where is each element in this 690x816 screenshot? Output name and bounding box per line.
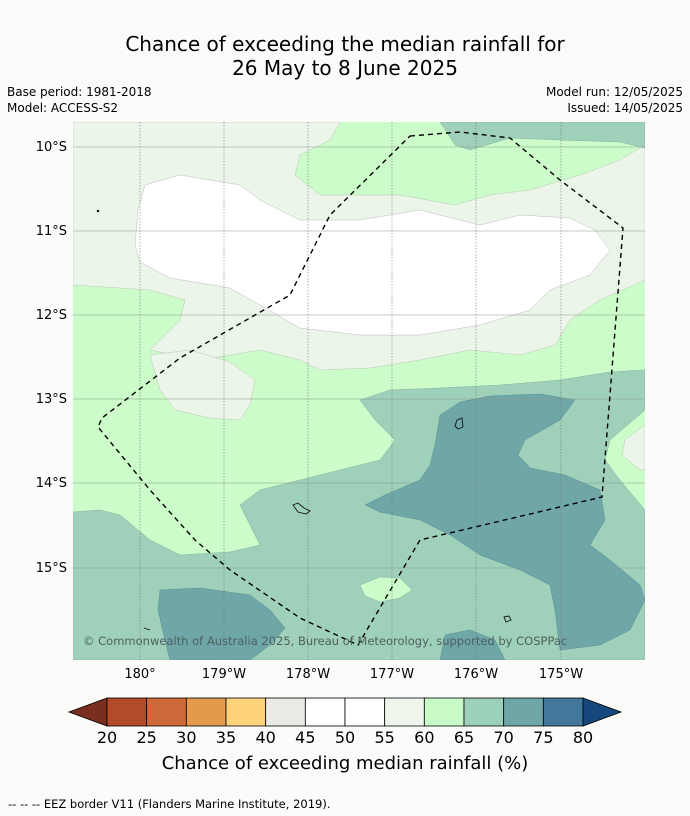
zone-60-65-patch [359,576,413,603]
colorbar-segment [344,697,386,727]
colorbar-tick-label: 35 [215,728,237,747]
issued-date: Issued: 14/05/2025 [567,101,683,115]
lat-label: 10°S [36,140,67,155]
colorbar-tick-label: 50 [334,728,356,747]
colorbar-tick-label: 45 [295,728,316,747]
lat-label: 15°S [36,561,67,576]
model-run: Model run: 12/05/2025 [545,85,683,99]
lat-label: 12°S [36,308,67,323]
colorbar-tick-label: 20 [96,728,118,747]
lon-label: 175°W [539,667,583,682]
colorbar-segment [503,697,544,727]
colorbar-tick-label: 65 [453,728,475,747]
colorbar-tick-label: 60 [414,728,435,747]
colorbar-tick-label: 80 [572,728,594,747]
zone-70-75-south [439,629,506,660]
islet [96,209,100,213]
base-period: Base period: 1981-2018 [7,85,152,99]
colorbar-segment [304,697,346,727]
colorbar-tick-label: 70 [493,728,514,747]
colorbar-segment [225,697,267,727]
colorbar-tick-label: 30 [176,728,197,747]
colorbar [67,697,623,727]
zone-70-75-core [364,393,645,651]
colorbar-segment [106,697,148,727]
colorbar-extend-low [67,697,108,727]
map-area: © Commonwealth of Australia 2025, Bureau… [73,122,645,660]
model-name: Model: ACCESS-S2 [7,101,119,115]
colorbar-segment [185,697,227,727]
colorbar-segment [384,697,425,727]
colorbar-tick-label: 25 [136,728,157,747]
islands [96,209,512,631]
zone-50-55 [134,174,611,336]
colorbar-tick-label: 75 [533,728,554,747]
island-west [292,502,311,515]
lon-label: 176°W [454,667,498,682]
title-line-2: 26 May to 8 June 2025 [232,56,458,80]
colorbar-title: Chance of exceeding median rainfall (%) [161,753,529,774]
colorbar-tick-label: 55 [374,728,395,747]
colorbar-tick-label: 40 [255,728,276,747]
colorbar-extend-high [582,697,623,727]
lon-labels: 180° 179°W 178°W 177°W 176°W 175°W [124,667,583,682]
island-southwest [143,627,151,631]
zone-65-70-northeast [439,122,645,151]
eez-legend: -- -- -- EEZ border V11 (Flanders Marine… [8,797,331,811]
lon-label: 177°W [370,667,414,682]
map-attribution: © Commonwealth of Australia 2025, Bureau… [83,634,567,648]
colorbar-segment [463,697,505,727]
lat-labels: 10°S 11°S 12°S 13°S 14°S 15°S [36,140,67,576]
title-line-1: Chance of exceeding the median rainfall … [125,32,565,56]
zone-55-60-west [149,349,256,421]
eez-border [97,131,624,646]
lon-label: 179°W [202,667,246,682]
lat-label: 13°S [36,392,67,407]
colorbar-segment [146,697,187,727]
lat-label: 14°S [36,476,67,491]
zone-55-60-east [621,424,645,471]
colorbar-segment [265,697,306,727]
lon-label: 180° [124,667,155,682]
island-southeast [503,615,512,623]
graticule [73,122,645,660]
zone-70-75-southwest [157,587,286,660]
colorbar-segment [542,697,584,727]
lat-label: 11°S [36,224,67,239]
island-north [454,417,464,430]
lon-label: 178°W [286,667,330,682]
colorbar-segment [423,697,465,727]
